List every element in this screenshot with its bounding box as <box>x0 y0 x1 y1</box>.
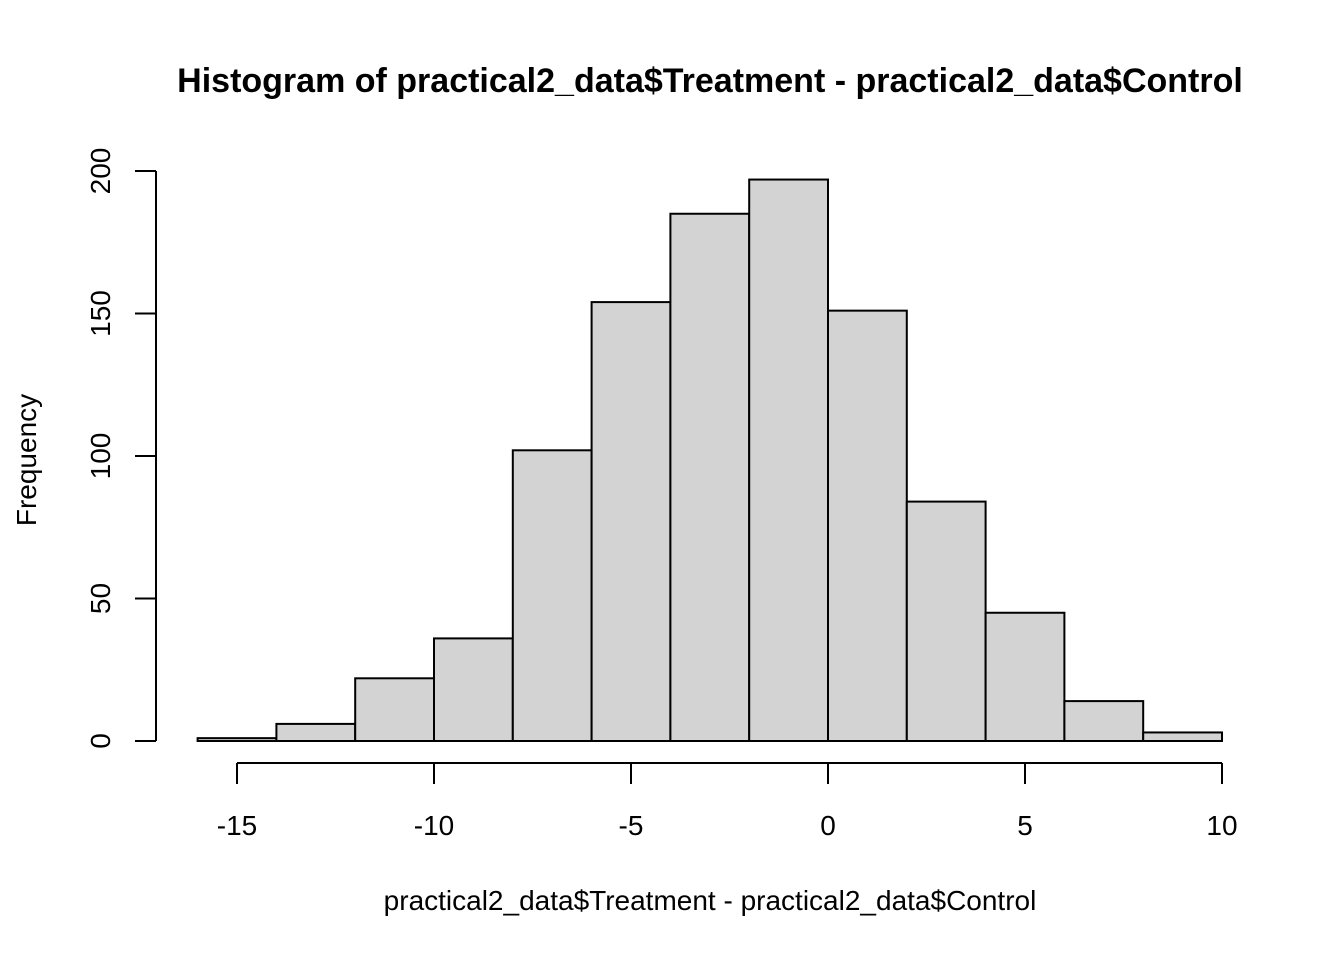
y-tick-label: 100 <box>85 433 116 480</box>
histogram-bar <box>354 677 436 742</box>
x-tick-label: 5 <box>1017 810 1033 841</box>
histogram-bar <box>433 637 514 743</box>
histogram-bar <box>669 212 751 742</box>
x-tick-label: -15 <box>217 810 257 841</box>
histogram-bar <box>827 309 908 742</box>
x-tick-label: -10 <box>414 810 454 841</box>
histogram-bar <box>905 500 987 742</box>
x-tick-label: -5 <box>619 810 644 841</box>
histogram-bar <box>196 737 278 743</box>
x-tick-label: 10 <box>1206 810 1237 841</box>
y-tick-label: 150 <box>85 290 116 337</box>
x-axis-label: practical2_data$Treatment - practical2_d… <box>384 885 1037 916</box>
y-axis-label: Frequency <box>11 394 42 526</box>
histogram-bar <box>984 611 1066 742</box>
histogram-bar <box>275 722 357 743</box>
x-axis: -15 -10 -5 0 5 10 <box>217 762 1238 841</box>
y-tick-label: 50 <box>85 583 116 614</box>
chart-title: Histogram of practical2_data$Treatment -… <box>177 62 1243 100</box>
bars-group <box>196 178 1223 743</box>
y-axis: 0 50 100 150 200 <box>85 148 157 749</box>
y-tick-label: 0 <box>85 733 116 749</box>
x-tick-label: 0 <box>820 810 836 841</box>
histogram-bar <box>590 301 672 742</box>
histogram-bar <box>1063 700 1145 742</box>
histogram-bar <box>748 178 830 743</box>
histogram-bar <box>511 449 593 742</box>
histogram-bar <box>1142 731 1223 743</box>
y-tick-label: 200 <box>85 148 116 195</box>
